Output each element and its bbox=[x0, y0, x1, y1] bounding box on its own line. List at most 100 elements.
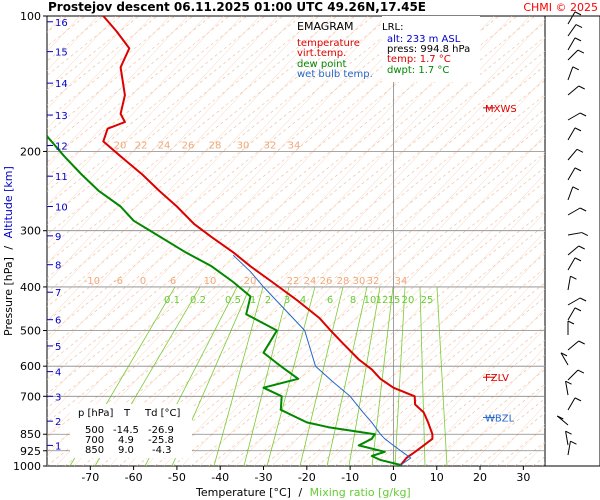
dry-adiabat-label: 28 bbox=[337, 276, 350, 287]
mixing-ratio-label: 0.5 bbox=[225, 295, 241, 306]
wind-barb-icon bbox=[567, 24, 577, 37]
wind-barb-icon bbox=[567, 11, 576, 25]
lrl-press: press: 994.8 hPa bbox=[387, 44, 470, 55]
moist-adiabat-line bbox=[289, 192, 545, 466]
moist-adiabat-line bbox=[47, 16, 315, 303]
moist-adiabat-line bbox=[109, 16, 531, 466]
wind-barb-flag-icon bbox=[565, 380, 572, 385]
table-header-t: T bbox=[123, 408, 131, 419]
mixing-ratio-line bbox=[213, 286, 264, 466]
mixing-ratio-label: 2 bbox=[265, 295, 271, 306]
wind-barb-flag-icon bbox=[560, 352, 568, 357]
mixing-ratio-label: 20 bbox=[402, 295, 415, 306]
dry-adiabat-label: 32 bbox=[367, 276, 380, 287]
dry-adiabat-label: 22 bbox=[135, 140, 148, 151]
wind-barb-flag-icon bbox=[578, 85, 585, 90]
wind-barb-flag-icon bbox=[579, 207, 587, 212]
mixing-ratio-label: 3 bbox=[284, 295, 290, 306]
legend-virt-temp: virt.temp. bbox=[297, 48, 346, 59]
mixing-ratio-line bbox=[394, 286, 406, 466]
wind-barb-icon bbox=[567, 127, 576, 141]
wind-barb-flag-icon bbox=[581, 232, 589, 237]
moist-adiabat-line bbox=[181, 76, 545, 466]
table-row-850-td: -4.3 bbox=[152, 445, 172, 456]
wind-barb-flag-icon bbox=[575, 24, 583, 28]
dry-adiabat-label: 0 bbox=[140, 276, 146, 287]
wind-barb-flag-icon bbox=[570, 440, 577, 445]
lrl-box: LRL: alt: 233 m ASL press: 994.8 hPa tem… bbox=[382, 16, 480, 82]
x-tick-label: -40 bbox=[211, 471, 229, 484]
wind-barb-flag-icon bbox=[574, 11, 582, 16]
legend-dew-point: dew point bbox=[297, 59, 346, 70]
dry-adiabat-label: 28 bbox=[209, 140, 222, 151]
wind-barb-icon bbox=[565, 381, 569, 396]
altitude-tick-label: 5 bbox=[55, 342, 61, 353]
table-row-850-t: 9.0 bbox=[118, 445, 134, 456]
legend-title: EMAGRAM bbox=[297, 20, 354, 33]
y-tick-label: 400 bbox=[20, 281, 41, 294]
altitude-tick-label: 7 bbox=[55, 288, 61, 299]
y-tick-label: 700 bbox=[20, 390, 41, 403]
moist-adiabat-line bbox=[47, 16, 351, 342]
altitude-tick-label: 11 bbox=[55, 172, 68, 183]
x-tick-label: -10 bbox=[341, 471, 359, 484]
wind-barb-icon bbox=[567, 186, 574, 201]
moist-adiabat-line bbox=[47, 16, 441, 438]
mixing-ratio-line bbox=[348, 286, 381, 466]
dry-adiabat-label: 10 bbox=[204, 276, 217, 287]
y-tick-label: 100 bbox=[20, 10, 41, 23]
moist-adiabat-line bbox=[145, 38, 545, 466]
moist-adiabat-line bbox=[47, 16, 369, 361]
lrl-title: LRL: bbox=[382, 22, 403, 33]
wind-barb-icon bbox=[567, 297, 581, 306]
dry-adiabat-label: 32 bbox=[264, 140, 277, 151]
moist-adiabat-line bbox=[47, 16, 405, 399]
moist-adiabat-line bbox=[451, 365, 545, 466]
wind-barb-flag-icon bbox=[577, 49, 585, 54]
altitude-tick-label: 15 bbox=[55, 48, 68, 59]
moist-adiabat-line bbox=[415, 327, 545, 466]
wind-barb-icon bbox=[567, 257, 576, 271]
x-tick-label: 10 bbox=[430, 471, 444, 484]
dry-adiabat-label: 26 bbox=[182, 140, 195, 151]
wind-barb-flag-icon bbox=[574, 257, 582, 262]
altitude-tick-label: 3 bbox=[55, 392, 61, 403]
x-tick-label: -50 bbox=[168, 471, 186, 484]
altitude-tick-label: 14 bbox=[55, 79, 68, 90]
dry-adiabat-label: 22 bbox=[287, 276, 300, 287]
wind-barb-flag-icon bbox=[576, 148, 584, 153]
x-tick-label: -20 bbox=[298, 471, 316, 484]
x-axis-title-mixing: Mixing ratio [g/kg] bbox=[310, 486, 411, 499]
table-row-700-td: -25.8 bbox=[148, 435, 174, 446]
wind-barb-flag-icon bbox=[579, 297, 587, 302]
x-tick-label: 20 bbox=[473, 471, 487, 484]
table-row-500-td: -26.9 bbox=[148, 425, 174, 436]
moist-adiabat-line bbox=[0, 16, 8, 466]
mixing-ratio-line bbox=[299, 286, 344, 466]
sounding-table: p [hPa] T Td [°C] 500 -14.5 -26.9 700 4.… bbox=[70, 404, 192, 458]
wind-barb-flag-icon bbox=[572, 66, 580, 71]
dry-adiabat-label: 26 bbox=[320, 276, 333, 287]
dry-adiabat-label: 24 bbox=[158, 140, 171, 151]
y-tick-label: 500 bbox=[20, 325, 41, 338]
moist-adiabat-line bbox=[47, 16, 207, 187]
copyright: CHMI © 2025 bbox=[523, 1, 598, 14]
wind-barb-flag-icon bbox=[557, 415, 564, 420]
wind-barb-flag-icon bbox=[574, 397, 582, 402]
moist-adiabat-line bbox=[47, 16, 225, 207]
x-tick-label: -30 bbox=[255, 471, 273, 484]
wind-barb-icon bbox=[560, 352, 569, 366]
mixing-ratio-label: 4 bbox=[300, 295, 306, 306]
table-row-850-p: 850 bbox=[85, 445, 104, 456]
y-axis-title-altitude: Altitude [km] bbox=[2, 166, 15, 238]
moist-adiabat-line bbox=[235, 134, 545, 466]
mixing-ratio-label: 6 bbox=[327, 295, 333, 306]
wind-barb-icon bbox=[556, 415, 569, 426]
wind-barb-icon bbox=[567, 340, 580, 351]
y-tick-label: 850 bbox=[20, 428, 41, 441]
mixing-ratio-line bbox=[436, 286, 448, 466]
mixing-ratio-line bbox=[243, 286, 290, 466]
moist-adiabat-line bbox=[47, 16, 297, 284]
x-tick-label: 30 bbox=[516, 471, 530, 484]
level-marker-label: FZLV bbox=[485, 373, 509, 384]
